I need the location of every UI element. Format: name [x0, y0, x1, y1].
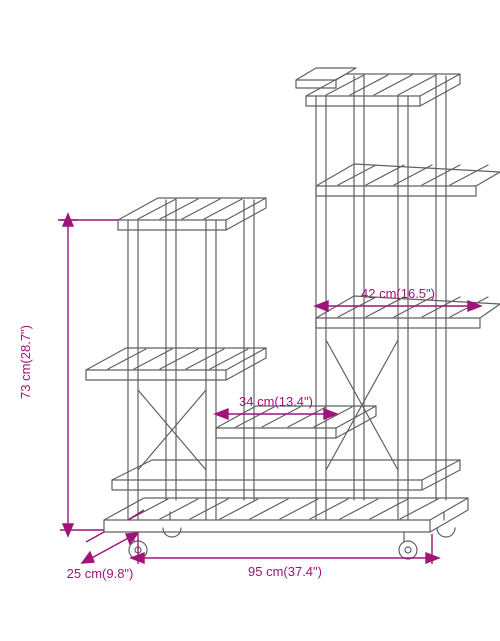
dimension-labels: 73 cm(28.7") 25 cm(9.8") 95 cm(37.4") 34… — [18, 286, 435, 581]
dim-depth-label: 25 cm(9.8") — [67, 566, 134, 581]
dim-right-label: 42 cm(16.5") — [361, 286, 435, 301]
caster-wheels — [129, 512, 455, 559]
dim-width-label: 95 cm(37.4") — [248, 564, 322, 579]
dim-mid-label: 34 cm(13.4") — [239, 394, 313, 409]
dimension-lines — [58, 214, 481, 564]
dim-height-label: 73 cm(28.7") — [18, 325, 33, 399]
product-outline — [86, 68, 500, 559]
dimension-diagram: 73 cm(28.7") 25 cm(9.8") 95 cm(37.4") 34… — [0, 0, 500, 641]
